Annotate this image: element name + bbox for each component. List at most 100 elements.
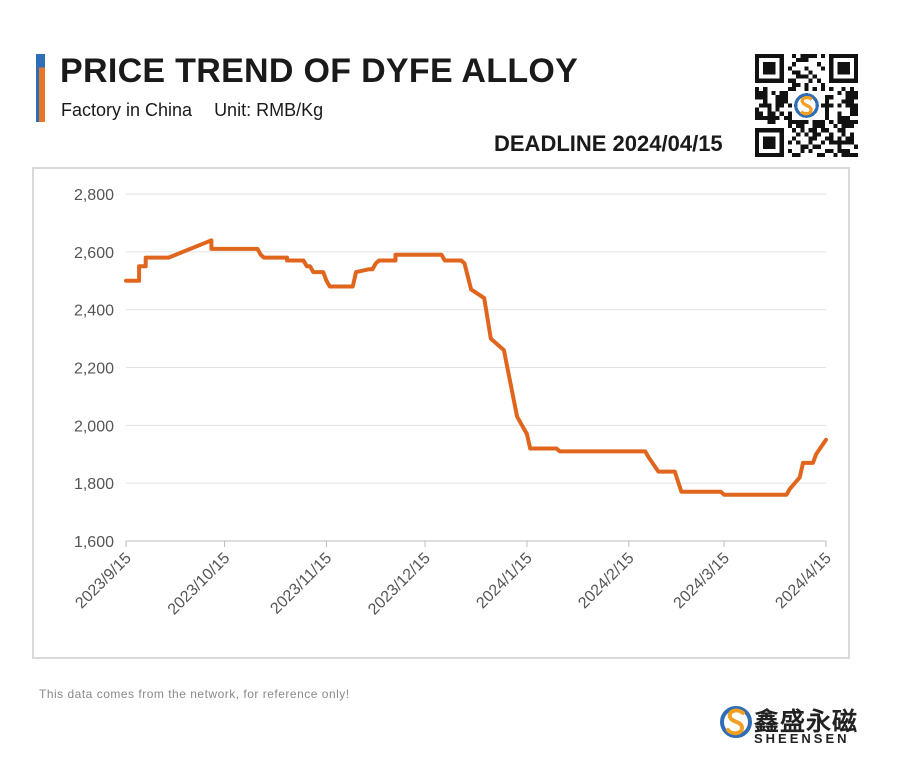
qr-module <box>845 91 850 96</box>
qr-finder <box>763 136 776 149</box>
qr-module <box>837 91 842 96</box>
qr-module <box>812 132 817 137</box>
qr-module <box>820 86 826 92</box>
qr-module <box>787 103 793 108</box>
chart-subtitle: Factory in China Unit: RMB/Kg <box>61 100 323 121</box>
qr-module <box>820 66 826 71</box>
qr-module <box>783 99 788 104</box>
chart-title: PRICE TREND OF DYFE ALLOY <box>60 52 579 90</box>
qr-module <box>783 115 788 120</box>
qr-module <box>779 99 784 104</box>
qr-module <box>853 144 858 149</box>
deadline-label: DEADLINE 2024/04/15 <box>494 131 723 156</box>
qr-module <box>841 99 846 104</box>
qr-module <box>779 95 784 100</box>
qr-module <box>849 86 854 92</box>
qr-module <box>825 136 830 141</box>
qr-module <box>837 148 842 153</box>
qr-module <box>849 119 854 125</box>
qr-module <box>808 78 813 83</box>
brand-logo: 鑫盛永磁 SHEENSEN <box>720 700 860 750</box>
qr-module <box>853 95 858 100</box>
qr-module <box>787 124 793 129</box>
qr-module <box>825 111 830 116</box>
qr-module <box>755 107 760 112</box>
x-tick-label: 2023/12/15 <box>365 550 434 619</box>
qr-module <box>849 103 854 108</box>
y-tick-label: 1,600 <box>74 534 114 551</box>
qr-module <box>804 144 809 149</box>
qr-code-icon <box>755 54 858 157</box>
qr-module <box>829 140 834 145</box>
qr-module <box>853 111 858 116</box>
qr-module <box>849 136 854 141</box>
qr-module <box>759 91 764 96</box>
qr-module <box>829 136 834 141</box>
qr-module <box>812 119 817 125</box>
qr-module <box>837 144 842 149</box>
qr-module <box>837 136 842 141</box>
qr-module <box>804 66 809 71</box>
qr-module <box>792 152 797 157</box>
qr-module <box>792 128 797 133</box>
qr-module <box>796 58 801 63</box>
qr-module <box>779 103 784 108</box>
qr-module <box>812 54 817 59</box>
y-tick-label: 2,600 <box>74 245 114 262</box>
qr-module <box>841 148 846 153</box>
qr-module <box>800 119 805 125</box>
qr-module <box>841 124 846 129</box>
qr-module <box>845 136 850 141</box>
qr-module <box>771 91 776 96</box>
qr-finder <box>837 62 850 75</box>
qr-module <box>796 132 801 137</box>
x-tick-label: 2024/3/15 <box>671 550 733 612</box>
qr-module <box>849 99 854 104</box>
qr-module <box>767 107 772 112</box>
qr-module <box>849 124 854 129</box>
qr-module <box>763 103 768 108</box>
qr-module <box>763 95 768 100</box>
qr-module <box>820 128 826 133</box>
qr-module <box>767 119 772 125</box>
qr-module <box>763 99 768 104</box>
qr-module <box>845 140 850 145</box>
qr-module <box>845 119 850 125</box>
qr-module <box>804 82 809 87</box>
qr-module <box>829 103 834 108</box>
qr-module <box>775 107 780 112</box>
qr-module <box>792 86 797 92</box>
qr-module <box>796 70 801 75</box>
qr-module <box>804 74 809 79</box>
qr-module <box>812 136 817 141</box>
x-tick-label: 2024/1/15 <box>473 550 535 612</box>
x-tick-label: 2023/11/15 <box>267 550 335 618</box>
qr-logo-icon <box>794 93 819 118</box>
qr-module <box>804 86 809 92</box>
qr-module <box>800 144 805 149</box>
qr-module <box>755 91 760 96</box>
qr-module <box>833 124 838 129</box>
qr-module <box>825 115 830 120</box>
qr-module <box>845 115 850 120</box>
qr-module <box>783 91 788 96</box>
qr-module <box>829 119 834 125</box>
qr-module <box>829 86 834 92</box>
qr-module <box>804 54 809 59</box>
y-tick-label: 2,800 <box>74 187 114 204</box>
qr-module <box>771 111 776 116</box>
qr-module <box>775 115 780 120</box>
qr-module <box>759 111 764 116</box>
qr-module <box>792 70 797 75</box>
qr-module <box>787 78 793 83</box>
factory-label: Factory in China <box>61 100 193 120</box>
qr-module <box>820 82 826 87</box>
qr-module <box>804 132 809 137</box>
qr-module <box>779 111 784 116</box>
qr-module <box>792 54 797 59</box>
qr-module <box>759 103 764 108</box>
qr-module <box>845 95 850 100</box>
qr-module <box>775 95 780 100</box>
qr-module <box>841 86 846 92</box>
qr-module <box>763 86 768 92</box>
